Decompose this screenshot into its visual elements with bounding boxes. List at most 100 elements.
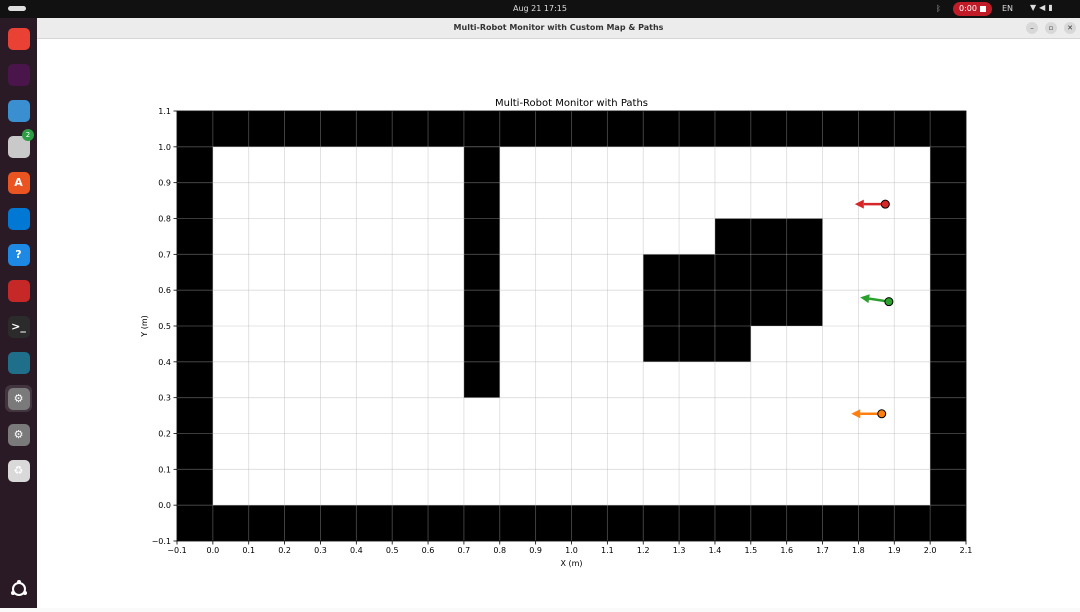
settings-launcher[interactable]: ⚙	[5, 385, 32, 412]
x-tick-label: 0.4	[350, 546, 363, 555]
volume-icon: ◀	[1039, 3, 1049, 12]
robot-1-heading-arrow	[854, 199, 864, 209]
figure-canvas: −0.1 0.0 0.1 0.2 0.3 0.4 0.5 0.6 0.7 0.8 0.9 1.0 1.1…	[37, 39, 1080, 608]
x-tick-label: 0.3	[314, 546, 327, 555]
x-tick-label: 0.0	[206, 546, 219, 555]
y-tick-label: 0.5	[158, 322, 171, 331]
y-tick-label: 0.1	[158, 465, 171, 474]
y-tick-label: 0.4	[158, 358, 171, 367]
ubuntu-logo-icon[interactable]	[5, 575, 32, 602]
obstacle-cell	[463, 146, 500, 398]
remote-desktop-icon	[7, 279, 30, 302]
x-tick-label: 1.7	[816, 546, 829, 555]
x-tick-label: 0.8	[493, 546, 506, 555]
x-tick-label: 1.6	[780, 546, 793, 555]
settings-launcher[interactable]: ⚙	[5, 421, 32, 448]
robot-1-marker	[880, 199, 890, 209]
maximize-button[interactable]: ▫	[1045, 22, 1057, 34]
y-tick-label: 0.9	[158, 179, 171, 188]
robot-2-heading-arrow	[860, 294, 870, 304]
screen-recording-indicator[interactable]: 0:00	[953, 2, 992, 16]
layers-app-launcher[interactable]	[5, 97, 32, 124]
slack-launcher[interactable]	[5, 61, 32, 88]
obstacle-cell	[643, 254, 715, 362]
y-tick-label: 0.8	[158, 215, 171, 224]
x-tick-label: 2.1	[960, 546, 973, 555]
system-status-icons[interactable]: ▼◀▮	[1030, 3, 1056, 12]
panel-app-icon	[7, 351, 30, 374]
x-tick-label: 1.0	[565, 546, 578, 555]
trash-icon: ♻	[7, 459, 30, 482]
y-tick-label: 0.6	[158, 286, 171, 295]
window-title-bar[interactable]: Multi-Robot Monitor with Custom Map & Pa…	[37, 18, 1080, 39]
layers-app-icon	[7, 99, 30, 122]
x-tick-label: 1.3	[673, 546, 686, 555]
obstacle-cell	[177, 111, 966, 147]
x-tick-label: 0.6	[422, 546, 435, 555]
obstacle-cell	[177, 505, 966, 541]
x-tick-label: 0.9	[529, 546, 542, 555]
y-tick-label: 0.7	[158, 250, 171, 259]
y-tick-label: −0.1	[152, 537, 171, 546]
recording-timer: 0:00	[959, 4, 977, 13]
close-button[interactable]: ✕	[1064, 22, 1076, 34]
y-axis-label: Y (m)	[140, 315, 149, 337]
app-center-launcher[interactable]: A	[5, 169, 32, 196]
battery-icon: ▮	[1048, 3, 1056, 12]
map-plot: −0.1 0.0 0.1 0.2 0.3 0.4 0.5 0.6 0.7 0.8 0.9 1.0 1.1…	[140, 98, 973, 568]
y-tick-label: 1.0	[158, 143, 171, 152]
help-launcher[interactable]: ?	[5, 241, 32, 268]
x-tick-label: 1.5	[744, 546, 757, 555]
trash-launcher[interactable]: ♻	[5, 457, 32, 484]
y-tick-label: 0.3	[158, 394, 171, 403]
x-tick-label: 0.5	[386, 546, 399, 555]
plot-area	[177, 111, 966, 541]
x-tick-label: 2.0	[924, 546, 937, 555]
remote-desktop-launcher[interactable]	[5, 277, 32, 304]
y-tick-label: 0.0	[158, 501, 171, 510]
files-icon	[7, 135, 30, 158]
vscode-launcher[interactable]	[5, 205, 32, 232]
keyboard-language[interactable]: EN	[1002, 4, 1014, 13]
x-tick-label: 1.2	[637, 546, 650, 555]
terminal-launcher[interactable]: >_	[5, 313, 32, 340]
vscode-icon	[7, 207, 30, 230]
slack-icon	[7, 63, 30, 86]
obstacle-cell	[714, 326, 751, 362]
window-title: Multi-Robot Monitor with Custom Map & Pa…	[453, 23, 664, 32]
system-top-bar: Aug 21 17:15 ᛒ 0:00 EN ▼◀▮	[0, 0, 1080, 18]
x-tick-label: −0.1	[167, 546, 186, 555]
x-tick-label: 0.2	[278, 546, 291, 555]
chrome-icon	[7, 27, 30, 50]
terminal-icon: >_	[7, 315, 30, 338]
obstacle-cell	[177, 111, 213, 541]
robot-2-marker	[884, 297, 894, 307]
obstacle-cell	[930, 111, 966, 541]
minimize-button[interactable]: –	[1026, 22, 1038, 34]
chrome-launcher[interactable]	[5, 25, 32, 52]
x-tick-label: 1.9	[888, 546, 901, 555]
x-tick-label: 1.4	[709, 546, 722, 555]
wifi-icon: ▼	[1030, 3, 1040, 12]
x-tick-label: 1.1	[601, 546, 614, 555]
settings-icon: ⚙	[7, 387, 30, 410]
robot-3-heading-arrow	[851, 409, 861, 419]
robot-3-marker	[877, 409, 887, 419]
help-icon: ?	[7, 243, 30, 266]
dock: 2 A? >_ ⚙ ⚙ ♻	[0, 18, 37, 608]
bluetooth-icon: ᛒ	[936, 4, 941, 13]
x-tick-label: 1.8	[852, 546, 865, 555]
x-tick-label: 0.1	[242, 546, 255, 555]
stop-icon	[979, 5, 986, 12]
x-axis-label: X (m)	[560, 559, 582, 568]
y-tick-label: 1.1	[158, 107, 171, 116]
settings-icon-2: ⚙	[7, 423, 30, 446]
files-launcher[interactable]: 2	[5, 129, 34, 160]
activities-button[interactable]	[8, 6, 26, 11]
y-tick-label: 0.2	[158, 430, 171, 439]
clock[interactable]: Aug 21 17:15	[513, 4, 567, 13]
chart-title: Multi-Robot Monitor with Paths	[495, 98, 648, 109]
panel-app-launcher[interactable]	[5, 349, 32, 376]
obstacle-cell	[714, 218, 823, 326]
notification-badge: 2	[22, 129, 34, 141]
